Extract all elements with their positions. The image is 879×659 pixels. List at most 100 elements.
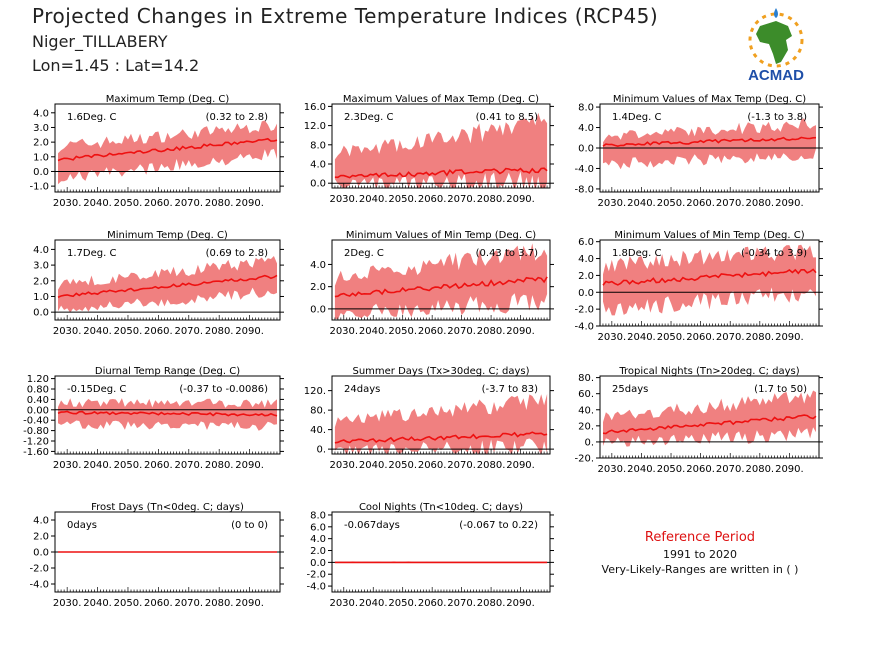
raindrop-icon: [774, 8, 778, 18]
reference-period-note: Very-Likely-Ranges are written in ( ): [601, 563, 799, 576]
x-tick-label: 2080.: [205, 598, 234, 609]
plot-area: [332, 243, 550, 320]
plot-area: [600, 390, 819, 447]
y-tick-label: -20.: [574, 454, 594, 465]
chart-title: Summer Days (Tx>30deg. C; days): [352, 366, 529, 377]
x-tick-label: 2080.: [745, 198, 774, 209]
y-tick-label: -2.0: [306, 570, 326, 581]
plot-area: [55, 398, 280, 431]
x-tick-label: 2090.: [775, 198, 804, 209]
mean-line: [57, 137, 278, 162]
y-tick-label: 6.0: [310, 522, 326, 533]
x-tick-label: 2090.: [775, 464, 804, 475]
chart-title: Maximum Values of Max Temp (Deg. C): [343, 94, 539, 105]
chart-title: Tropical Nights (Tn>20deg. C; days): [618, 366, 799, 377]
change-value-label: 1.4Deg. C: [612, 112, 661, 123]
chart-title: Diurnal Temp Range (Deg. C): [95, 366, 240, 377]
plot-area: [600, 118, 819, 170]
x-tick-label: 2060.: [144, 198, 173, 209]
sun-rays-icon: [748, 12, 804, 68]
y-tick-label: 0.40: [27, 395, 49, 406]
y-tick-label: -4.0: [29, 580, 49, 591]
mean-line: [334, 276, 548, 298]
y-tick-label: 0.0: [33, 548, 49, 559]
x-tick-label: 2060.: [686, 198, 715, 209]
x-tick-label: 2090.: [775, 332, 804, 343]
mean-line: [602, 268, 817, 286]
y-tick-label: 40.: [310, 425, 326, 436]
y-tick-label: 0.0: [310, 179, 326, 190]
likely-range-label: (0.32 to 2.8): [206, 112, 268, 123]
y-tick-label: 16.0: [304, 102, 326, 113]
range-band: [58, 398, 277, 431]
y-tick-label: -0.80: [23, 426, 49, 437]
range-band: [58, 256, 277, 313]
x-tick-label: 2080.: [205, 326, 234, 337]
chart-panel: 4.0 2.0 0.0 -2.0 -4.0 2030. 2040. 2050. 2060. 207…: [29, 502, 284, 609]
change-value-label: 1.8Deg. C: [612, 248, 661, 259]
x-tick-label: 2050.: [657, 464, 686, 475]
x-tick-label: 2080.: [205, 460, 234, 471]
x-tick-label: 2070.: [716, 464, 745, 475]
likely-range-label: (0.43 to 3.7): [476, 248, 538, 259]
likely-range-label: (1.7 to 50): [754, 384, 807, 395]
x-tick-label: 2080.: [205, 198, 234, 209]
x-tick-label: 2090.: [506, 598, 535, 609]
y-tick-label: 0.80: [27, 385, 49, 396]
y-tick-label: -1.0: [29, 182, 49, 193]
y-tick-label: 0.0: [33, 308, 49, 319]
x-tick-label: 2030.: [329, 194, 358, 205]
x-tick-label: 2060.: [418, 326, 447, 337]
y-tick-label: -2.0: [29, 564, 49, 575]
x-tick-label: 2090.: [506, 194, 535, 205]
range-band: [603, 390, 816, 447]
change-value-label: 25days: [612, 384, 648, 395]
x-tick-label: 2030.: [598, 332, 627, 343]
x-tick-label: 2030.: [329, 326, 358, 337]
y-tick-label: 4.0: [310, 534, 326, 545]
logo-text: ACMAD: [748, 67, 804, 84]
x-tick-label: 2030.: [598, 198, 627, 209]
x-tick-label: 2040.: [83, 198, 112, 209]
x-tick-label: 2090.: [235, 326, 264, 337]
y-tick-label: 2.0: [33, 532, 49, 543]
x-tick-label: 2040.: [359, 194, 388, 205]
x-tick-label: 2040.: [359, 326, 388, 337]
y-tick-label: 80.: [578, 373, 594, 384]
plot-area: [55, 120, 280, 185]
change-value-label: -0.067days: [344, 520, 400, 531]
x-tick-label: 2040.: [627, 198, 656, 209]
range-band: [334, 243, 548, 320]
x-tick-label: 2070.: [174, 598, 203, 609]
x-tick-label: 2070.: [716, 332, 745, 343]
change-value-label: 24days: [344, 384, 380, 395]
location-name: Niger_TILLABERY: [32, 32, 168, 51]
y-tick-label: 4.0: [33, 516, 49, 527]
page-header: Projected Changes in Extreme Temperature…: [0, 0, 879, 90]
x-tick-label: 2060.: [144, 598, 173, 609]
chart-title: Minimum Values of Max Temp (Deg. C): [613, 94, 806, 105]
y-tick-label: 1.0: [33, 292, 49, 303]
y-tick-label: 4.0: [33, 245, 49, 256]
x-tick-label: 2050.: [388, 194, 417, 205]
x-tick-label: 2050.: [388, 460, 417, 471]
chart-panel: 4.0 3.0 2.0 1.0 0.0 2030. 2040. 2050. 2060. 2070.…: [33, 230, 284, 337]
y-tick-label: -0.40: [23, 416, 49, 427]
y-tick-label: 40.: [578, 405, 594, 416]
mean-line: [57, 410, 278, 417]
likely-range-label: (-3.7 to 83): [482, 384, 539, 395]
location-coordinates: Lon=1.45 : Lat=14.2: [32, 56, 200, 75]
range-band: [603, 118, 816, 170]
y-tick-label: 80.: [310, 406, 326, 417]
x-tick-label: 2040.: [627, 464, 656, 475]
x-tick-label: 2060.: [418, 598, 447, 609]
chart-panel: 6.0 4.0 2.0 0.0 -2.0 -4.0 2030. 2040. 2050. 2060.…: [574, 230, 823, 343]
x-tick-label: 2080.: [745, 464, 774, 475]
x-tick-label: 2080.: [477, 326, 506, 337]
likely-range-label: (-0.34 to 3.9): [741, 248, 807, 259]
x-tick-label: 2070.: [174, 326, 203, 337]
x-tick-label: 2070.: [447, 598, 476, 609]
plot-area: [600, 244, 819, 316]
y-tick-label: -2.0: [574, 305, 594, 316]
y-tick-label: 0.: [584, 437, 594, 448]
